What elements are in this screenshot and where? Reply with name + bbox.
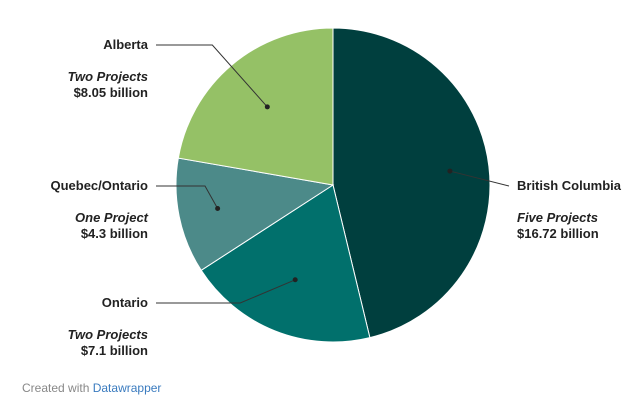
- slice-subtitle: Two Projects: [68, 327, 148, 342]
- slice-label: Alberta: [103, 37, 149, 52]
- leader-line: [449, 170, 510, 187]
- leader-dot: [264, 104, 270, 110]
- leader-dot: [215, 206, 221, 212]
- slice-subtitle: Five Projects: [517, 210, 598, 225]
- slice-label: Quebec/Ontario: [50, 178, 148, 193]
- pie-slice-ontario: [200, 184, 371, 343]
- pie-slice-british-columbia: [332, 27, 491, 339]
- credit-line: Created with Datawrapper: [22, 381, 161, 395]
- datawrapper-link[interactable]: Datawrapper: [92, 381, 162, 395]
- pie-slice-quebec-ontario: [175, 157, 335, 272]
- leader-line: [156, 44, 268, 108]
- leader-line: [156, 185, 219, 209]
- slice-value: $16.72 billion: [517, 226, 599, 241]
- slice-value: $4.3 billion: [81, 226, 148, 241]
- slice-label: Ontario: [102, 295, 148, 310]
- credit-prefix: Created with: [22, 381, 90, 395]
- slice-label: British Columbia: [517, 178, 622, 193]
- leader-dot: [447, 168, 453, 174]
- leader-line: [156, 279, 296, 304]
- leader-dot: [292, 277, 298, 283]
- slice-subtitle: One Project: [75, 210, 149, 225]
- slice-value: $8.05 billion: [74, 85, 148, 100]
- slice-value: $7.1 billion: [81, 343, 148, 358]
- slice-subtitle: Two Projects: [68, 69, 148, 84]
- pie-slice-alberta: [177, 27, 334, 186]
